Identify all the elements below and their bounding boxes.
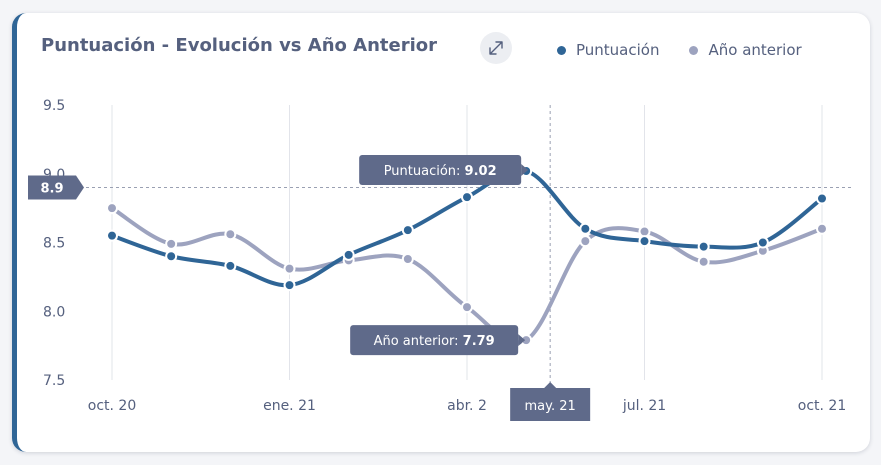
tooltip-anio-anterior-pointer xyxy=(518,334,526,347)
data-point-puntuacion[interactable] xyxy=(224,259,237,272)
tooltip-puntuacion-pointer xyxy=(521,164,529,176)
x-tick-label: jul. 21 xyxy=(622,398,666,414)
expand-button[interactable] xyxy=(480,32,512,64)
data-point-puntuacion[interactable] xyxy=(579,222,592,235)
reference-badge xyxy=(28,175,84,200)
data-point-anio-anterior[interactable] xyxy=(224,228,237,241)
data-point-anio-anterior[interactable] xyxy=(697,255,710,268)
tooltip-anio-anterior-label: Año anterior: xyxy=(374,334,463,349)
data-point-anio-anterior[interactable] xyxy=(579,235,592,248)
data-point-puntuacion[interactable] xyxy=(816,192,828,205)
chart-title: Puntuación - Evolución vs Año Anterior xyxy=(41,35,438,56)
data-point-puntuacion[interactable] xyxy=(461,191,473,204)
data-point-anio-anterior[interactable] xyxy=(165,237,178,250)
tooltip-anio-anterior-value: 7.79 xyxy=(463,334,495,349)
tooltip-puntuacion-text: Puntuación: 9.02 xyxy=(384,164,497,179)
data-point-puntuacion[interactable] xyxy=(638,235,651,248)
legend-label-puntuacion: Puntuación xyxy=(576,41,660,59)
data-point-puntuacion[interactable] xyxy=(283,279,296,292)
legend-dot-puntuacion xyxy=(557,45,566,55)
x-tick-label: oct. 21 xyxy=(798,398,846,414)
legend-item-anio-anterior[interactable]: Año anterior xyxy=(689,41,802,59)
tooltip-anio-anterior-text: Año anterior: 7.79 xyxy=(374,334,495,349)
data-point-anio-anterior[interactable] xyxy=(283,262,296,275)
chart-card: Puntuación - Evolución vs Año Anterior P… xyxy=(12,13,870,452)
legend-item-puntuacion[interactable]: Puntuación xyxy=(557,41,659,59)
legend: Puntuación Año anterior xyxy=(557,41,802,59)
data-point-puntuacion[interactable] xyxy=(401,224,414,237)
expand-icon xyxy=(489,41,503,55)
hover-x-badge xyxy=(510,382,591,421)
x-tick-label: abr. 2 xyxy=(447,398,487,414)
x-tick-label: oct. 20 xyxy=(88,398,136,414)
legend-label-anio-anterior: Año anterior xyxy=(708,41,802,59)
data-point-puntuacion[interactable] xyxy=(165,250,178,263)
y-tick-label: 9.5 xyxy=(43,98,65,114)
data-point-puntuacion[interactable] xyxy=(756,236,769,249)
legend-dot-anio-anterior xyxy=(689,45,699,55)
data-point-anio-anterior[interactable] xyxy=(816,222,828,235)
hover-x-badge-label: may. 21 xyxy=(525,399,576,414)
x-tick-label: ene. 21 xyxy=(263,398,316,414)
data-point-anio-anterior[interactable] xyxy=(106,202,118,215)
data-point-anio-anterior[interactable] xyxy=(638,225,651,238)
y-tick-label: 8.5 xyxy=(43,236,65,252)
y-tick-label: 8.0 xyxy=(43,304,65,320)
y-tick-label: 7.5 xyxy=(43,373,65,389)
tooltip-puntuacion-value: 9.02 xyxy=(465,164,497,179)
reference-label: 8.9 xyxy=(40,182,63,197)
tooltip-puntuacion-box xyxy=(359,155,522,185)
data-point-puntuacion[interactable] xyxy=(697,240,710,253)
data-point-puntuacion[interactable] xyxy=(342,248,355,261)
data-point-anio-anterior[interactable] xyxy=(401,253,414,265)
tooltip-puntuacion-label: Puntuación: xyxy=(384,164,465,179)
data-point-puntuacion[interactable] xyxy=(106,229,118,242)
data-point-anio-anterior[interactable] xyxy=(461,301,473,314)
tooltip-anio-anterior-box xyxy=(350,325,519,356)
